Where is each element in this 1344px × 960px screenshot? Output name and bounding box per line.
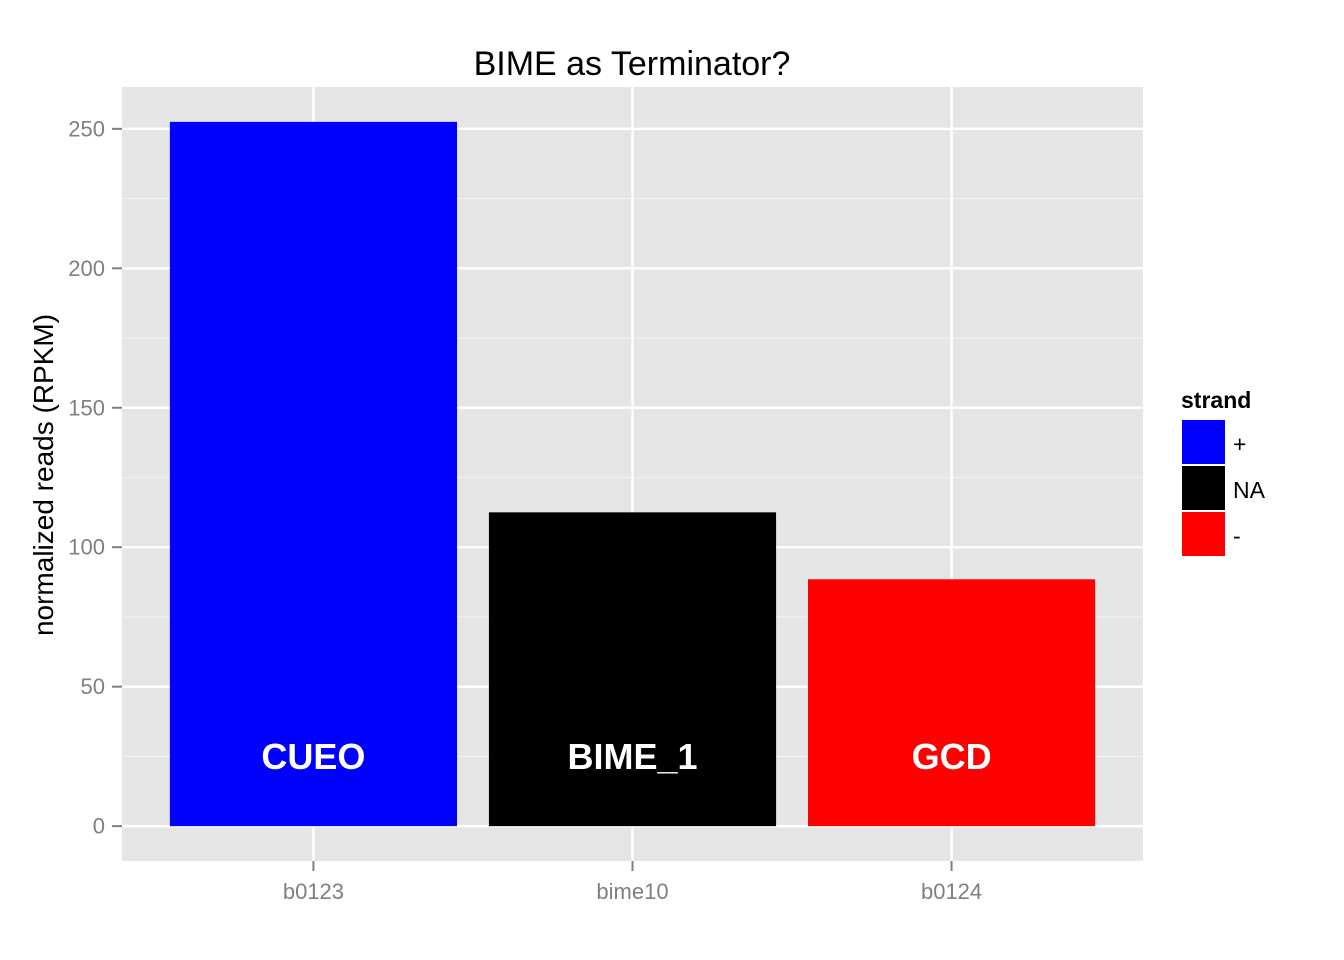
legend-entries: + NA - [1181,419,1266,557]
bar [807,579,1096,827]
y-axis: 0 50 100 150 200 250 [68,116,122,839]
y-tick-label: 250 [68,116,105,141]
legend-swatch [1182,420,1225,464]
x-tick-label: b0123 [283,879,344,904]
legend-entry-label: - [1233,523,1241,549]
bar [169,121,458,827]
bar-data-label: GCD [912,736,992,777]
chart-title: BIME as Terminator? [474,45,791,83]
y-tick-label: 100 [68,535,105,560]
legend-swatch [1182,512,1225,556]
x-tick-label: b0124 [921,879,982,904]
bar-data-label: CUEO [261,736,365,777]
y-tick-label: 50 [81,674,105,699]
y-tick-label: 150 [68,395,105,420]
legend-entry-label: NA [1233,477,1266,503]
bar-data-label: BIME_1 [567,736,697,777]
legend-title: strand [1181,387,1251,413]
legend-swatch [1182,466,1225,510]
bars [169,121,1096,827]
x-tick-label: bime10 [596,879,668,904]
bar-labels: CUEO BIME_1 GCD [261,736,991,777]
bar [488,512,777,827]
legend-entry-label: + [1233,431,1246,457]
y-tick-label: 0 [93,814,105,839]
y-tick-label: 200 [68,256,105,281]
x-axis: b0123 bime10 b0124 [283,861,982,904]
legend: strand + NA - [1181,387,1266,557]
y-axis-title: normalized reads (RPKM) [28,314,59,636]
